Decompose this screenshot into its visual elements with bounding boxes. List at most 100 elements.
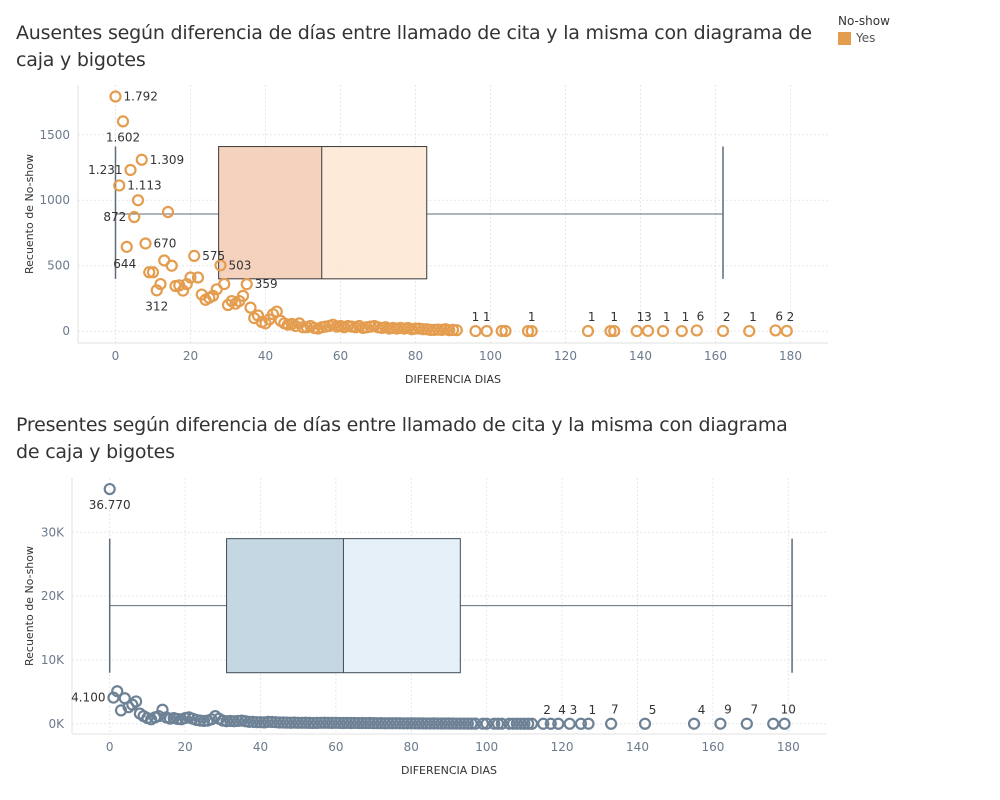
data-point <box>506 717 520 730</box>
y-tick-label: 0 <box>62 324 70 338</box>
x-tick-label: 120 <box>554 349 577 363</box>
y-tick-label: 30K <box>41 525 65 539</box>
data-point <box>499 324 512 338</box>
data-label: 10 <box>781 703 796 717</box>
chart-title-ausentes: Ausentes según diferencia de días entre … <box>16 22 812 71</box>
legend-label: Yes <box>856 31 876 45</box>
box-upper-half <box>321 146 427 279</box>
box-upper-half <box>343 538 461 673</box>
data-point <box>630 324 643 338</box>
x-tick-label: 140 <box>626 740 649 754</box>
y-tick-label: 10K <box>41 653 65 667</box>
x-tick-label: 20 <box>177 740 192 754</box>
y-axis-title: Recuento de No-show <box>23 154 36 274</box>
x-tick-label: 60 <box>333 349 348 363</box>
data-point <box>525 717 539 730</box>
data-label: 1.602 <box>106 130 140 144</box>
data-point <box>769 324 782 337</box>
data-point <box>495 717 508 730</box>
data-point <box>128 210 141 224</box>
legend-swatch <box>838 31 851 45</box>
x-tick-label: 40 <box>258 349 273 363</box>
data-point <box>371 717 384 730</box>
data-label: 1 <box>588 703 596 717</box>
data-point <box>480 324 493 338</box>
data-point <box>240 278 253 291</box>
data-point <box>690 324 703 337</box>
data-label: 9 <box>724 703 732 717</box>
x-tick-label: 80 <box>408 349 423 363</box>
data-point <box>150 284 163 297</box>
data-point <box>608 324 621 338</box>
data-point <box>116 115 130 128</box>
data-point <box>675 324 688 338</box>
data-point <box>488 717 501 730</box>
y-tick-label: 20K <box>41 589 65 603</box>
data-point <box>582 717 595 730</box>
data-label: 2 <box>787 310 795 324</box>
data-point <box>111 685 124 698</box>
data-point <box>408 717 422 730</box>
data-point <box>129 695 143 708</box>
data-label: 1.113 <box>127 178 161 192</box>
data-label: 1 <box>588 310 596 324</box>
data-label: 4 <box>698 703 706 717</box>
data-point <box>113 179 126 192</box>
data-label: 1 <box>472 310 480 324</box>
data-point <box>469 717 482 730</box>
data-point <box>367 717 380 730</box>
legend-item-yes[interactable]: Yes <box>838 31 890 45</box>
data-point <box>382 717 395 730</box>
legend-title: No-show <box>838 14 890 28</box>
data-point <box>326 716 339 729</box>
data-point <box>457 717 471 730</box>
data-point <box>638 717 652 730</box>
ausentes-chart[interactable]: 0 20 40 60 80 100 120 140 160 180 0 500 1000 1500 DIFE… <box>0 0 1000 400</box>
data-point <box>605 717 618 730</box>
data-point <box>563 717 576 730</box>
x-axis-title: DIFERENCIA DIAS <box>405 373 501 386</box>
data-label: 1.309 <box>150 153 184 167</box>
data-point <box>581 324 595 338</box>
data-point <box>412 717 425 730</box>
data-point <box>514 717 527 730</box>
data-point <box>409 322 422 335</box>
data-point <box>465 717 478 730</box>
data-point <box>393 717 407 730</box>
data-point <box>525 324 538 338</box>
data-point <box>120 240 133 253</box>
data-point <box>359 716 373 730</box>
x-tick-label: 40 <box>253 740 268 754</box>
data-point <box>314 716 327 729</box>
data-point <box>265 715 278 729</box>
x-tick-label: 100 <box>479 349 502 363</box>
data-point <box>295 716 309 729</box>
x-tick-label: 160 <box>701 740 724 754</box>
data-point <box>495 324 508 338</box>
data-point <box>363 716 376 730</box>
data-point <box>743 324 756 338</box>
data-point <box>161 205 175 219</box>
data-point <box>154 277 167 291</box>
data-point <box>450 717 463 730</box>
data-label: 1 <box>663 310 671 324</box>
y-tick-label: 0K <box>48 717 65 731</box>
data-point <box>503 717 516 730</box>
data-point <box>461 717 474 730</box>
data-point <box>604 324 617 338</box>
data-point <box>416 323 430 336</box>
x-tick-label: 120 <box>551 740 574 754</box>
data-label: 2 <box>543 703 551 717</box>
data-point <box>280 716 293 729</box>
data-point <box>218 277 231 291</box>
data-point <box>641 324 655 337</box>
data-label: 503 <box>229 258 252 272</box>
data-label: 1 <box>528 310 536 324</box>
x-tick-label: 60 <box>328 740 343 754</box>
data-point <box>375 717 388 730</box>
data-point <box>284 716 297 729</box>
data-point <box>716 324 730 338</box>
box-outline <box>218 146 428 280</box>
data-point <box>114 704 128 717</box>
